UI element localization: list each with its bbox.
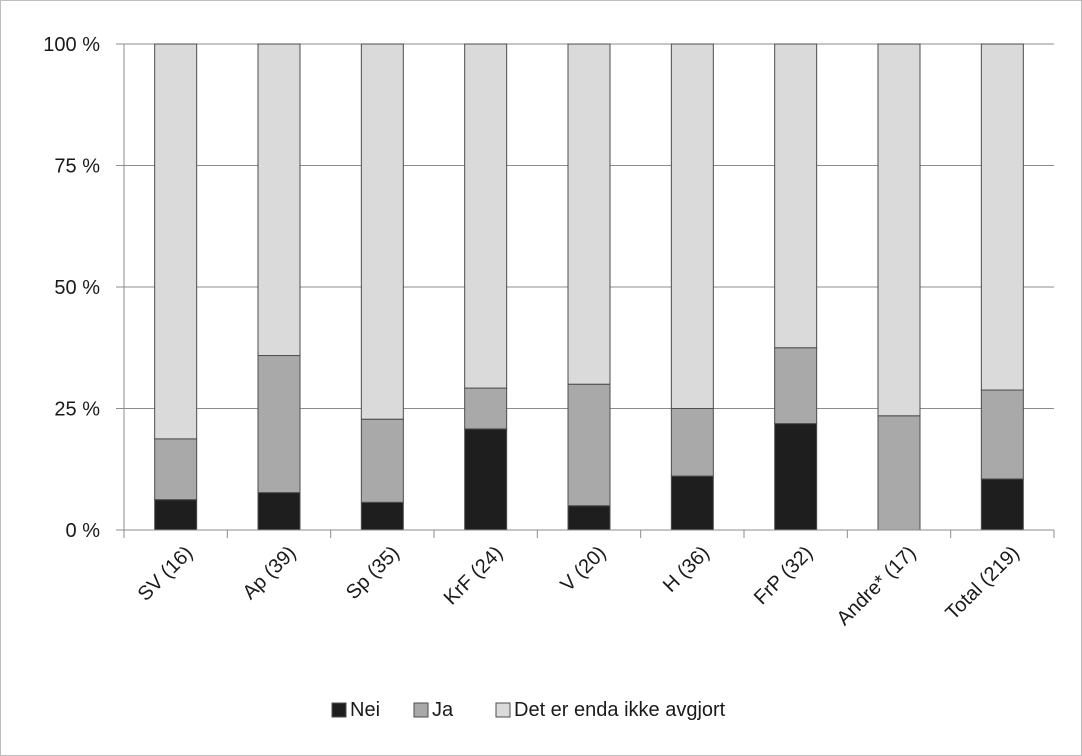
bar-segment-nei — [465, 429, 507, 530]
bar-segment-det-er-enda-ikke-avgjort — [671, 44, 713, 409]
y-tick-label: 100 % — [43, 34, 100, 56]
legend-swatch — [332, 703, 346, 717]
bar-segment-nei — [671, 476, 713, 530]
bar-segment-det-er-enda-ikke-avgjort — [878, 44, 920, 416]
legend-label: Nei — [350, 699, 380, 721]
bar-segment-det-er-enda-ikke-avgjort — [568, 44, 610, 384]
bar-segment-nei — [775, 424, 817, 530]
bar-segment-ja — [775, 348, 817, 424]
y-tick-label: 75 % — [54, 156, 100, 178]
bar-segment-ja — [155, 439, 197, 500]
bar-segment-det-er-enda-ikke-avgjort — [258, 44, 300, 356]
bar-segment-ja — [878, 416, 920, 530]
bar-segment-ja — [465, 388, 507, 429]
y-tick-label: 25 % — [54, 399, 100, 421]
bar-segment-det-er-enda-ikke-avgjort — [361, 44, 403, 419]
bar-segment-det-er-enda-ikke-avgjort — [155, 44, 197, 439]
legend-swatch — [496, 703, 510, 717]
bar-segment-nei — [155, 500, 197, 530]
y-tick-label: 50 % — [54, 277, 100, 299]
legend-swatch — [414, 703, 428, 717]
bars — [155, 44, 1024, 530]
legend-item: Det er enda ikke avgjort — [496, 699, 726, 721]
bar-segment-nei — [568, 506, 610, 530]
legend-label: Det er enda ikke avgjort — [514, 699, 726, 721]
bar-segment-ja — [981, 390, 1023, 479]
bar-segment-ja — [568, 384, 610, 506]
bar-segment-ja — [671, 409, 713, 477]
bar-segment-det-er-enda-ikke-avgjort — [465, 44, 507, 388]
y-tick-label: 0 % — [66, 520, 101, 542]
bar-segment-nei — [361, 502, 403, 530]
bar-segment-det-er-enda-ikke-avgjort — [775, 44, 817, 348]
bar-segment-nei — [981, 479, 1023, 530]
bar-segment-nei — [258, 493, 300, 530]
bar-segment-ja — [361, 419, 403, 502]
bar-segment-det-er-enda-ikke-avgjort — [981, 44, 1023, 390]
bar-segment-ja — [258, 356, 300, 493]
legend-label: Ja — [432, 699, 454, 721]
